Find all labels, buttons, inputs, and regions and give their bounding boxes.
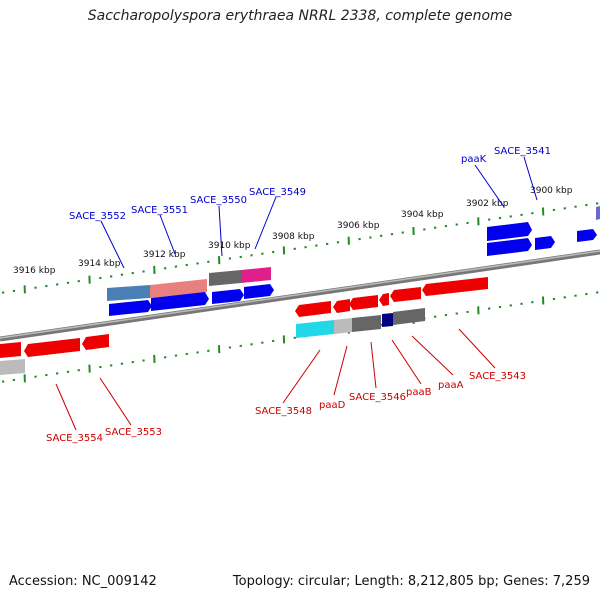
gene-block[interactable] [393,308,425,325]
scale-tick-label: 3910 kbp [208,241,251,251]
gene-arrow[interactable] [349,295,378,310]
gene-label-lower: paaB [406,387,432,398]
gene-label-upper: SACE_3550 [190,195,247,206]
gene-arrow[interactable] [577,229,597,242]
genome-title: Saccharopolyspora erythraea NRRL 2338, c… [87,8,513,24]
gene-arrow[interactable] [333,299,350,313]
gene-block[interactable] [107,285,150,301]
gene-block[interactable] [0,359,25,375]
gene-label-lower: SACE_3546 [349,392,406,403]
scale-tick-label: 3916 kbp [13,266,56,276]
leader-line [254,196,277,250]
gene-arrow[interactable] [24,338,80,357]
gene-block[interactable] [352,315,381,332]
scale-tick-label: 3904 kbp [401,210,444,220]
leader-line [411,335,454,376]
gene-block[interactable] [296,320,334,338]
leader-line [99,377,132,426]
gene-label-lower: paaD [319,400,346,411]
gene-block[interactable] [209,270,241,286]
lower-gene-labels: SACE_3554 SACE_3553 SACE_3548 paaD SACE_… [46,328,526,444]
gene-label-lower: SACE_3554 [46,433,103,444]
gene-arrow[interactable] [535,236,555,250]
gene-block[interactable] [150,279,207,298]
gene-block[interactable] [596,206,600,220]
gene-label-upper: SACE_3549 [249,187,306,198]
leader-line [100,220,125,269]
upper-gene-row-top [107,206,600,301]
gene-label-lower: paaA [438,380,464,391]
scale-tick-label: 3902 kbp [466,199,509,209]
accession-label: Accession: NC_009142 [9,574,157,589]
gene-label-lower: SACE_3543 [469,371,526,382]
scale-tick-label: 3914 kbp [78,259,121,269]
gene-arrow[interactable] [151,292,209,311]
lower-gene-row-top [0,277,488,358]
gene-arrow[interactable] [422,277,488,296]
gene-label-upper: SACE_3541 [494,146,551,157]
leader-line [55,383,77,431]
gene-label-upper: paaK [461,154,487,165]
leader-line [370,341,377,389]
gene-arrow[interactable] [109,300,152,316]
upper-tick-track [1,202,599,294]
leader-line [282,349,321,404]
gene-label-lower: SACE_3553 [105,427,162,438]
scale-tick-label: 3906 kbp [337,221,380,231]
leader-line [218,205,223,257]
gene-label-upper: SACE_3551 [131,205,188,216]
gene-arrow[interactable] [295,301,331,317]
gene-arrow[interactable] [487,238,532,256]
leader-line [523,156,538,201]
leader-line [333,345,348,396]
upper-gene-labels: SACE_3552 SACE_3551 SACE_3550 SACE_3549 … [69,146,551,269]
scale-tick-label: 3912 kbp [143,250,186,260]
leader-line [159,214,176,255]
genome-backbone-highlight [0,250,600,339]
gene-arrow[interactable] [212,289,244,304]
gene-block[interactable] [334,318,352,334]
scale-tick-label: 3908 kbp [272,232,315,242]
gene-arrow[interactable] [244,284,274,299]
gene-arrow[interactable] [0,342,21,358]
genome-summary-label: Topology: circular; Length: 8,212,805 bp… [232,574,590,589]
lower-gene-row-bottom [0,308,425,375]
gene-label-upper: SACE_3552 [69,211,126,222]
scale-tick-labels: 3916 kbp 3914 kbp 3912 kbp 3910 kbp 3908… [13,186,573,276]
upper-gene-row-bottom [109,222,597,316]
leader-line [474,164,505,208]
gene-block[interactable] [241,267,271,283]
gene-arrow[interactable] [390,287,421,302]
leader-line [458,328,496,369]
gene-label-lower: SACE_3548 [255,406,312,417]
gene-arrow[interactable] [379,293,389,306]
gene-arrow[interactable] [487,222,532,241]
scale-tick-label: 3900 kbp [530,186,573,196]
gene-block[interactable] [382,313,393,327]
gene-arrow[interactable] [82,334,109,350]
leader-line [391,339,422,385]
